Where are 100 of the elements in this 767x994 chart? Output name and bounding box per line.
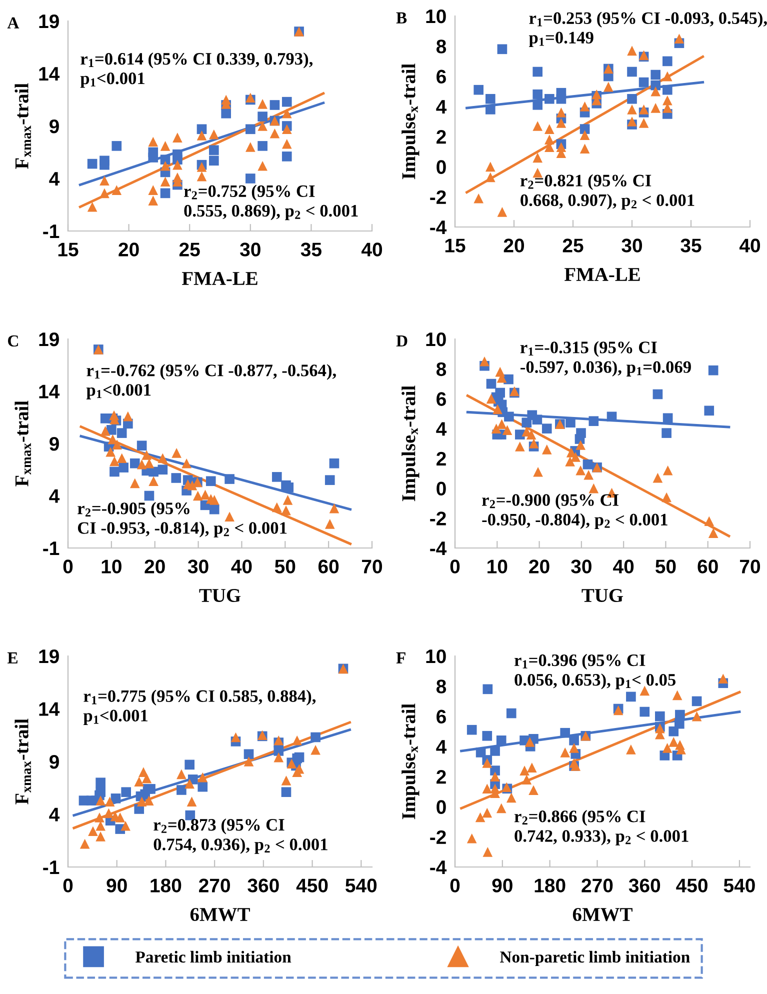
x-tick-label: 15	[445, 238, 466, 252]
y-tick-label: 9	[50, 119, 59, 134]
y-axis-title: Impulse$_{x}$-trail	[402, 704, 420, 820]
x-axis-title: FMA-LE	[182, 272, 258, 285]
y-tick-label: 8	[436, 40, 446, 54]
x-axis-title: FMA-LE	[564, 268, 640, 281]
y-tick-label: 10	[426, 649, 446, 664]
x-tick-label: 20	[529, 560, 550, 574]
y-tick-label: 0	[436, 482, 446, 496]
x-tick-label: 540	[346, 878, 377, 892]
x-tick-label: 30	[571, 560, 592, 574]
x-tick-label: 0	[63, 560, 73, 574]
x-tick-label: 40	[613, 560, 634, 574]
x-tick-label: 30	[188, 560, 208, 574]
x-tick-label: 360	[628, 878, 660, 892]
annotation: r$_{2}$=0.873 (95% CI 0.754, 0.936), p$_{2}$ < 0.001	[154, 818, 328, 854]
y-tick-label: 9	[50, 436, 59, 451]
x-tick-label: 180	[534, 878, 566, 892]
y-tick-label: 4	[49, 489, 60, 503]
y-tick-label: 19	[39, 332, 59, 346]
annotation: r$_{1}$=-0.315 (95% CI -0.597, 0.036), p$_{1}$=0.069	[520, 341, 691, 376]
annotation: r$_{1}$=-0.762 (95% CI -0.877, -0.564), p$_{1}$<0.001	[86, 364, 336, 400]
x-tick-label: 60	[698, 560, 718, 574]
x-tick-label: 40	[739, 238, 760, 252]
legend-label: Non-paretic limb initiation	[500, 950, 690, 966]
annotation: r$_{2}$=0.866 (95% CI 0.742, 0.933), p$_{2}$ < 0.001	[514, 810, 688, 846]
y-tick-label: 8	[436, 362, 446, 376]
y-tick-label: 4	[436, 100, 447, 114]
y-tick-label: 2	[436, 130, 446, 144]
x-tick-label: 90	[492, 878, 512, 892]
annotation: r$_{1}$=0.614 (95% CI 0.339, 0.793), p$_{1}$<0.001	[80, 52, 313, 88]
y-tick-label: 10	[426, 9, 446, 24]
x-tick-label: 20	[144, 560, 165, 574]
y-tick-label: -1	[43, 860, 60, 874]
x-tick-label: 50	[274, 560, 296, 574]
y-tick-label: -4	[430, 220, 447, 234]
y-axis-title: Impulse$_{x}$-trail	[402, 64, 420, 180]
y-tick-label: 0	[436, 800, 446, 814]
annotation: r$_{1}$=0.253 (95% CI -0.093, 0.545), p$_{1}$=0.149	[528, 12, 767, 48]
y-tick-label: 6	[436, 392, 446, 406]
x-tick-label: 70	[740, 560, 760, 574]
x-tick-label: 90	[106, 878, 127, 892]
x-tick-label: 270	[199, 878, 230, 892]
x-tick-label: 35	[300, 242, 322, 256]
y-tick-label: 4	[49, 172, 60, 186]
x-axis-title: TUG	[582, 588, 624, 602]
x-axis-title: 6MWT	[190, 908, 250, 922]
x-tick-label: 40	[361, 242, 382, 256]
x-tick-label: 25	[179, 242, 200, 256]
x-tick-label: 450	[296, 878, 328, 892]
y-tick-label: 2	[436, 452, 446, 466]
x-tick-label: 270	[582, 878, 613, 892]
x-tick-label: 10	[102, 560, 122, 574]
y-tick-label: 6	[436, 710, 446, 724]
y-tick-label: 8	[436, 680, 446, 694]
x-tick-label: 35	[680, 238, 702, 252]
x-axis-title: TUG	[199, 588, 241, 602]
x-tick-label: 40	[231, 560, 252, 574]
y-tick-label: 9	[50, 754, 59, 769]
x-tick-label: 20	[504, 238, 524, 252]
y-tick-label: 4	[49, 808, 60, 822]
chart-title: A	[7, 17, 20, 28]
y-tick-label: 0	[436, 160, 446, 174]
annotation: r$_{2}$=0.752 (95% CI 0.555, 0.869), p$_{2}$ < 0.001	[184, 184, 358, 220]
y-tick-label: -4	[430, 542, 447, 556]
y-tick-label: 19	[39, 649, 59, 664]
y-tick-label: -4	[430, 860, 447, 874]
chart-title: B	[396, 12, 407, 24]
y-tick-label: 4	[436, 740, 447, 754]
annotation: r$_{2}$=-0.905 (95% CI -0.953, -0.814), p$_{2}$ < 0.001	[78, 502, 287, 538]
y-tick-label: -1	[43, 542, 60, 556]
y-axis-title: F$_{xmax}$-trail	[14, 400, 32, 486]
chart-title: F	[396, 652, 406, 664]
x-tick-label: 30	[240, 242, 260, 256]
x-tick-label: 10	[488, 560, 508, 574]
y-tick-label: 6	[436, 70, 446, 84]
x-tick-label: 60	[318, 560, 339, 574]
x-tick-label: 360	[248, 878, 279, 892]
x-tick-label: 20	[118, 242, 139, 256]
chart-title: C	[8, 335, 18, 347]
annotation: r$_{2}$=-0.900 (95% CI -0.950, -0.804), p$_{2}$ < 0.001	[482, 494, 668, 530]
annotation: r$_{2}$=0.821 (95% CI 0.668, 0.907), p$_{2}$ < 0.001	[520, 174, 694, 210]
x-tick-label: 15	[58, 242, 78, 256]
x-axis-title: 6MWT	[572, 908, 632, 922]
y-axis-title: F$_{xmax}$-trail	[14, 718, 32, 804]
x-tick-label: 0	[450, 560, 460, 574]
legend-label: Paretic limb initiation	[135, 950, 292, 963]
x-tick-label: 50	[656, 560, 676, 574]
y-tick-label: 10	[426, 332, 446, 346]
y-axis-title: Impulse$_{x}$-trail	[402, 386, 420, 502]
y-tick-label: -2	[430, 190, 446, 204]
y-tick-label: 14	[39, 702, 60, 716]
y-tick-label: 2	[436, 770, 446, 784]
annotation: r$_{1}$=0.775 (95% CI 0.585, 0.884), p$_{1}$<0.001	[83, 690, 316, 726]
y-tick-label: 19	[39, 14, 59, 28]
x-tick-label: 180	[150, 878, 182, 892]
y-tick-label: 14	[39, 384, 60, 398]
x-tick-label: 540	[724, 878, 755, 892]
y-tick-label: -2	[430, 830, 446, 844]
x-tick-label: 0	[450, 878, 460, 892]
